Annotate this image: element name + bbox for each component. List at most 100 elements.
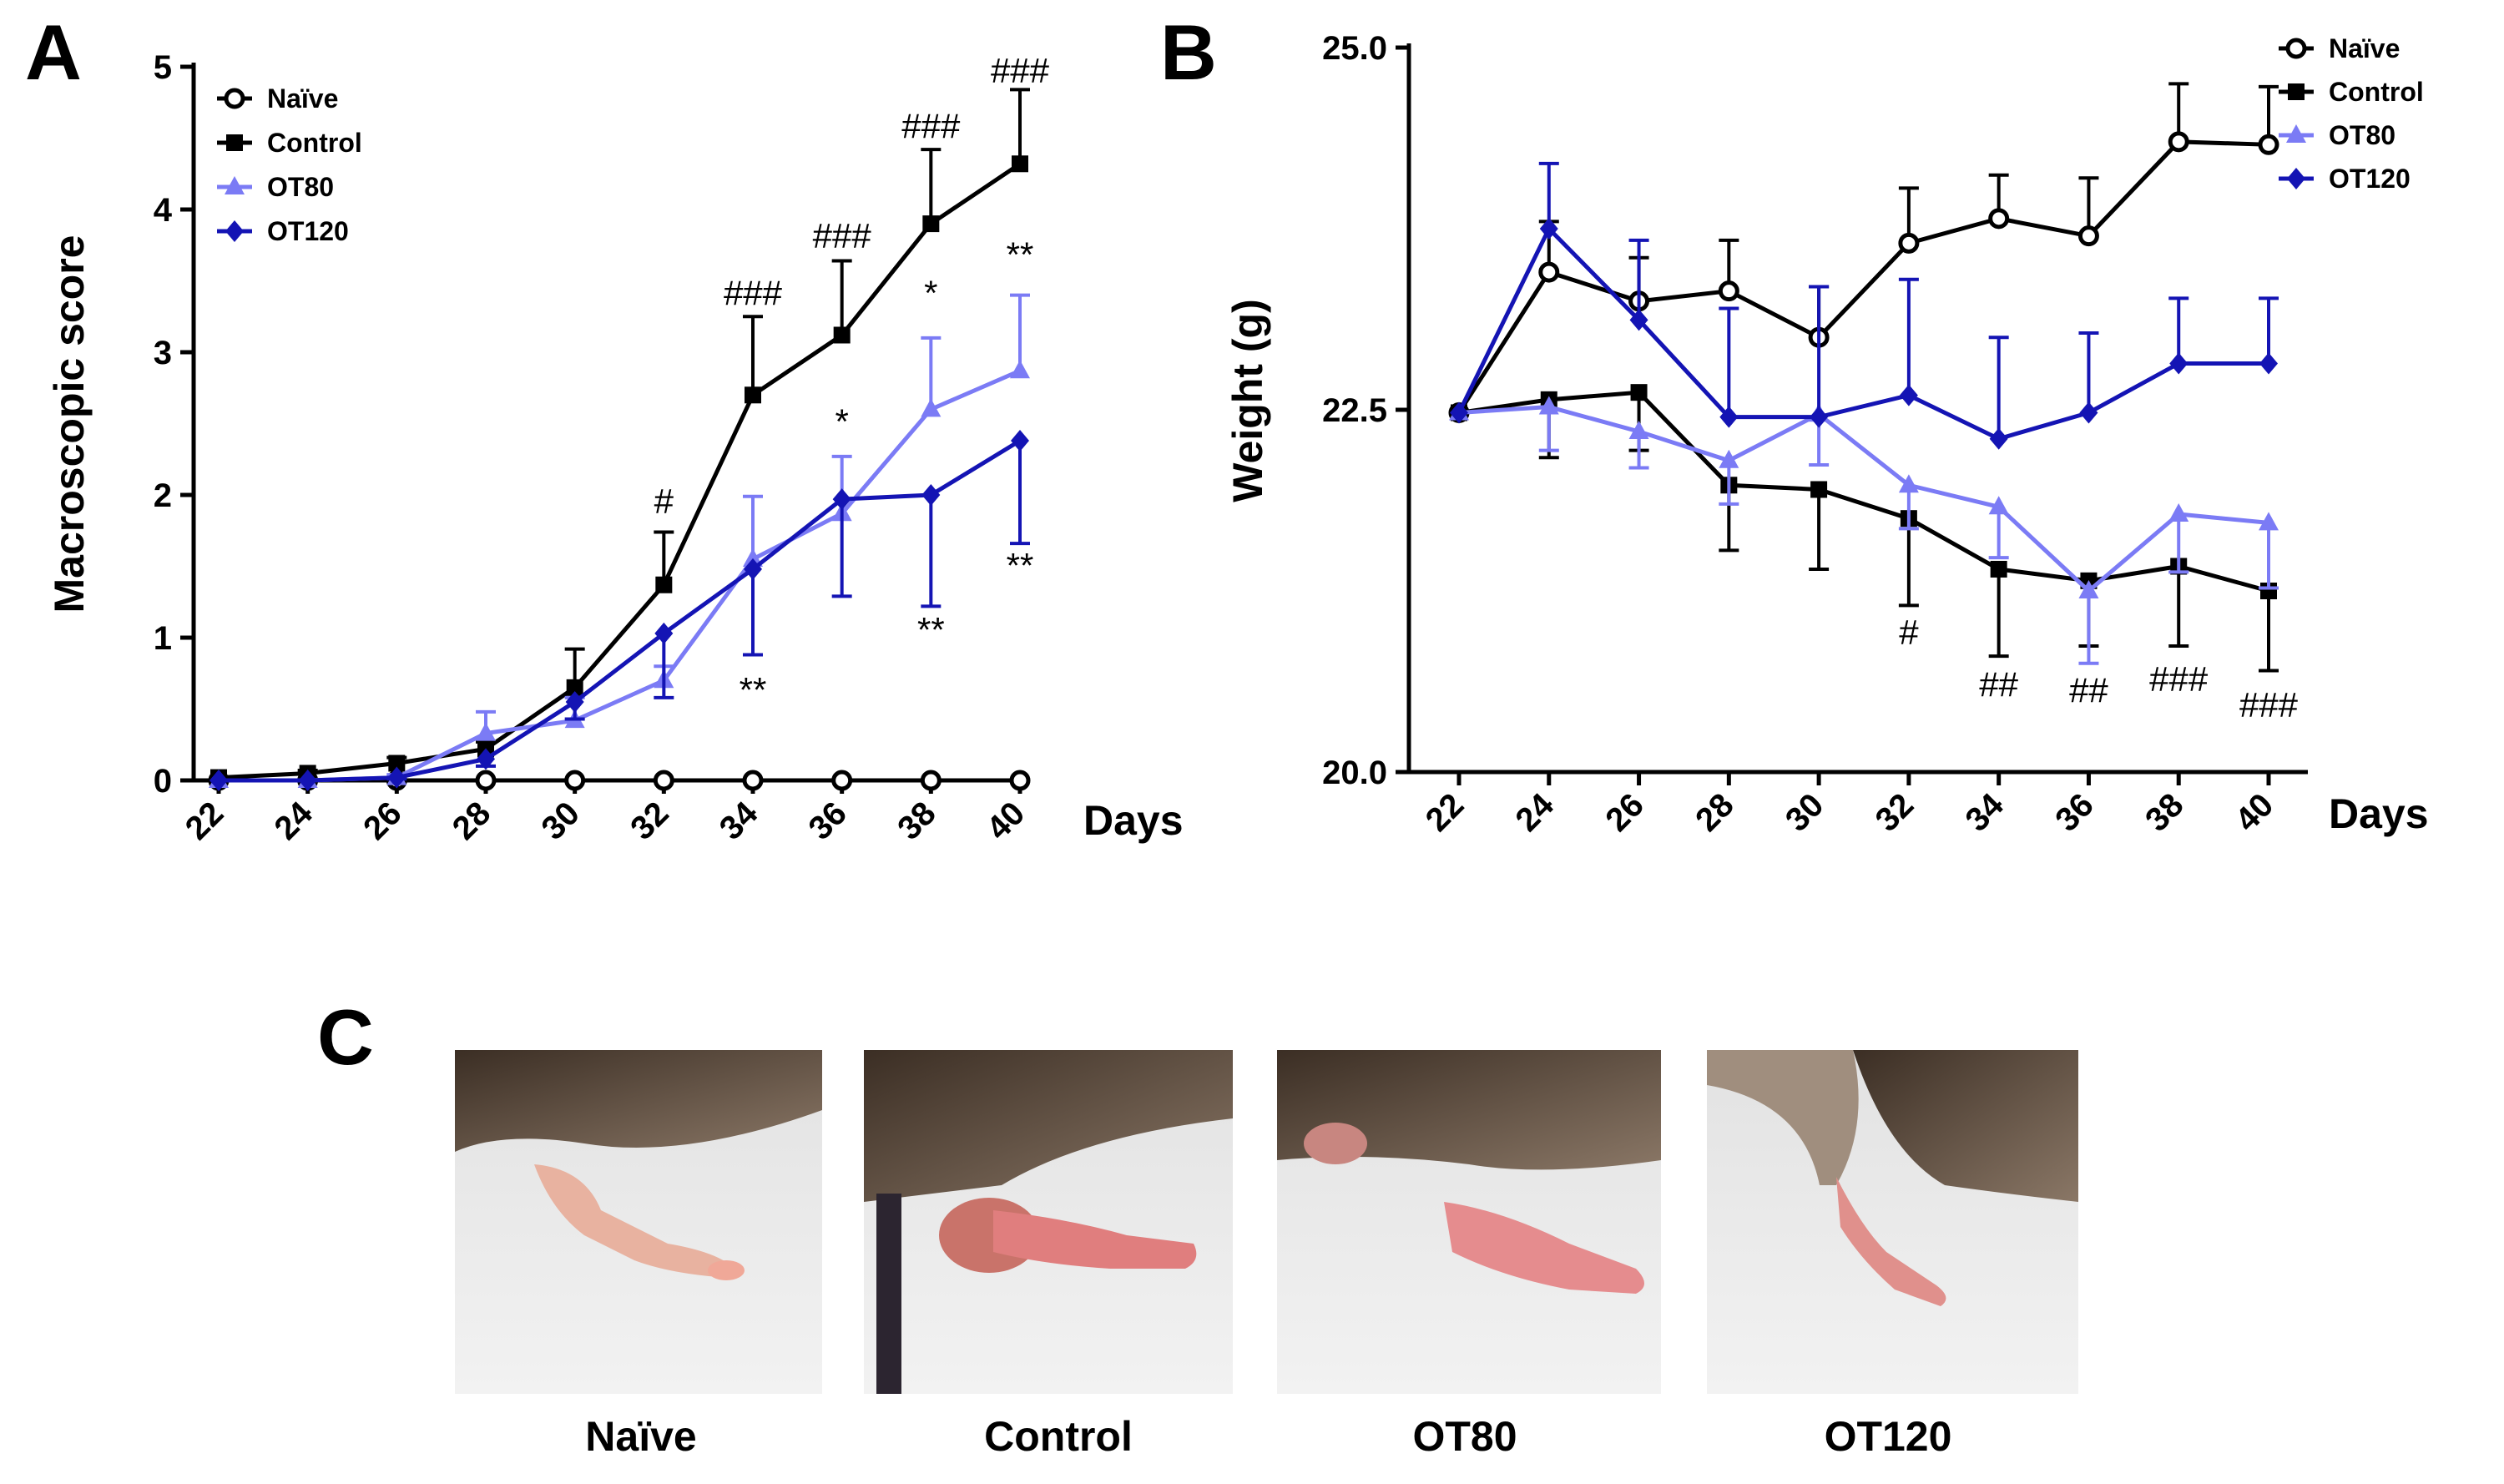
chart-b-annotation: ## (2069, 671, 2108, 710)
chart-a-legend-label-ot120: OT120 (267, 216, 349, 246)
chart-a-annotation: ### (901, 107, 961, 146)
chart-b-line-ot80 (1458, 405, 2269, 594)
chart-b-line-ot120 (1456, 225, 2269, 442)
photo-ot120 (1707, 1050, 2078, 1394)
chart-a-legend-label-control: Control (267, 128, 362, 158)
chart-b-annotation: ### (2239, 685, 2299, 724)
chart-a-annotation: ### (724, 274, 783, 313)
chart-b-x-tick-label: 40 (2229, 786, 2281, 839)
chart-a-legend-label-nave: Naïve (267, 83, 338, 114)
panel-a-letter: A (25, 8, 82, 96)
chart-b-x-tick-label: 28 (1689, 786, 1741, 839)
chart-b-line-control (1458, 390, 2269, 593)
chart-a-point-ot120 (1011, 430, 1029, 452)
chart-b-point-ot80 (2168, 502, 2189, 522)
chart-a-point-ot120 (298, 770, 317, 791)
chart-a-annotation: * (835, 401, 848, 441)
chart-b-point-control (1630, 384, 1648, 401)
chart-a-y-tick-label: 3 (154, 335, 172, 371)
chart-a-point-nave (475, 770, 497, 791)
chart-b-y-label: Weight (g) (1224, 299, 1271, 502)
chart-a-line-ot120 (219, 438, 1022, 783)
chart-a-y-tick-label: 4 (154, 192, 173, 229)
chart-a-point-nave (831, 770, 853, 791)
chart-a-point-nave (564, 770, 586, 791)
chart-b-point-ot120 (2169, 352, 2188, 375)
chart-b-x-tick-label: 32 (1869, 786, 1921, 839)
chart-a-annotation: ** (917, 610, 945, 649)
chart-b-point-ot120 (1719, 406, 1739, 428)
chart-a-point-ot120 (832, 488, 851, 511)
chart-a-y-tick-label: 2 (154, 477, 172, 514)
chart-b-x-tick-label: 38 (2138, 786, 2191, 839)
chart-a-point-ot80 (1010, 360, 1030, 379)
chart-a-annotation: ### (991, 51, 1050, 90)
chart-b-point-nave (2077, 225, 2099, 247)
chart-a-point-control (388, 755, 406, 772)
chart-b-line-nave (1456, 139, 2269, 414)
chart-b-annotation: ### (2149, 659, 2209, 699)
chart-a-point-nave (742, 770, 764, 791)
chart-a-point-ot120 (654, 622, 674, 644)
chart-a-y-tick-label: 0 (154, 763, 172, 800)
chart-b-x-tick-label: 22 (1419, 786, 1472, 839)
chart-a-legend-marker-ot120 (225, 220, 244, 242)
chart-a-point-ot120 (565, 690, 584, 713)
chart-a-x-tick-label: 26 (356, 795, 409, 847)
chart-b-point-nave (1538, 261, 1560, 283)
chart-a-annotation: * (924, 274, 937, 313)
chart-a-y-label: Macroscopic score (46, 235, 93, 613)
photo-ot80 (1277, 1050, 1661, 1394)
photo-control (864, 1050, 1233, 1394)
photo-label-naive: Naïve (585, 1413, 696, 1460)
chart-b-y-tick-label: 25.0 (1322, 30, 1387, 67)
chart-a-point-control (655, 576, 673, 593)
chart-a-point-control (833, 326, 851, 344)
chart-b-legend-label-ot80: OT80 (2329, 120, 2395, 150)
chart-a-point-control (922, 215, 940, 233)
chart-b-point-nave (2258, 134, 2279, 155)
chart-b-legend-marker-ot80 (2286, 124, 2306, 143)
chart-b-point-ot80 (2259, 512, 2279, 531)
chart-b-point-ot120 (1899, 384, 1918, 406)
chart-b-y-tick-label: 20.0 (1322, 755, 1387, 791)
chart-a-point-control (566, 679, 583, 696)
chart-b-point-nave (1988, 208, 2010, 230)
chart-a-legend-marker-control (226, 134, 243, 151)
chart-a-x-tick-label: 28 (446, 795, 498, 847)
chart-b-point-ot120 (1810, 406, 1829, 428)
chart-b-point-ot120 (1629, 309, 1648, 331)
chart-b-x-tick-label: 26 (1598, 786, 1651, 839)
chart-a-annotation: ### (813, 216, 872, 255)
chart-a-point-ot80 (743, 548, 763, 567)
chart-b-point-nave (2168, 131, 2189, 153)
chart-b-x-tick-label: 30 (1779, 786, 1831, 839)
chart-a-point-ot80 (476, 722, 496, 741)
chart-a-x-tick-label: 34 (713, 795, 765, 847)
chart-b-point-ot80 (2078, 580, 2099, 598)
chart-a-annotation: ** (1007, 546, 1034, 585)
chart-a-annotation: ** (740, 670, 767, 709)
chart-a-x-tick-label: 22 (179, 795, 231, 847)
chart-a-y-tick-label: 1 (154, 620, 172, 657)
panel-b-letter: B (1160, 8, 1217, 96)
chart-a-annotation: # (654, 482, 674, 521)
chart-b-annotation: ## (1979, 665, 2018, 704)
chart-a-x-tick-label: 30 (534, 795, 587, 847)
chart-b-legend-label-ot120: OT120 (2329, 164, 2411, 194)
chart-b-legend-label-control: Control (2329, 77, 2424, 107)
chart-a-point-ot80 (921, 398, 942, 417)
chart-b: 20.0 22.5 25.0 22 24 26 28 30 32 34 36 38 40 Weight (… (1224, 30, 2429, 839)
chart-b-point-ot80 (1988, 496, 2009, 515)
chart-a-point-control (745, 386, 761, 404)
chart-b-point-nave (1898, 232, 1920, 254)
chart-b-legend-label-nave: Naïve (2329, 33, 2400, 63)
chart-a-legend-marker-ot80 (225, 176, 245, 194)
chart-b-point-ot120 (1450, 401, 1468, 424)
chart-b-point-nave (1718, 280, 1739, 302)
chart-a-point-ot120 (477, 748, 495, 770)
chart-b-point-ot120 (2259, 352, 2278, 375)
chart-a-legend-label-ot80: OT80 (267, 172, 334, 202)
